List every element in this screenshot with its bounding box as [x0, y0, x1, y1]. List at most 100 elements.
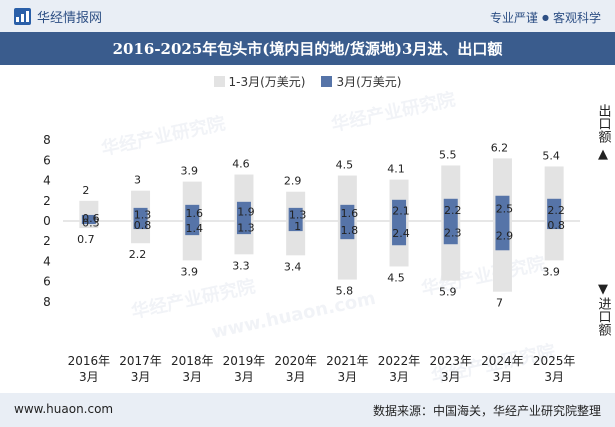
x-tick-label: 3月	[234, 370, 254, 384]
x-tick-label: 2017年	[119, 354, 162, 368]
data-label-export-monthly: 2.1	[392, 204, 410, 217]
y-tick-label: 6	[43, 275, 51, 289]
data-label-import-cumulative: 3.3	[232, 259, 250, 272]
brand[interactable]: 华经情报网	[14, 7, 102, 26]
legend-label-monthly: 3月(万美元)	[336, 75, 402, 89]
bar-monthly	[133, 207, 148, 230]
data-label-import-cumulative: 3.9	[542, 265, 560, 278]
top-bar: 华经情报网 专业严谨 ● 客观科学	[0, 0, 615, 32]
data-label-import-cumulative: 4.5	[387, 271, 405, 284]
y-tick-label: 4	[43, 254, 51, 268]
data-label-export-monthly: 0.6	[82, 212, 100, 225]
data-label-export-cumulative: 2.9	[284, 175, 302, 188]
x-tick-label: 3月	[79, 370, 99, 384]
y-tick-label: 8	[43, 133, 51, 147]
x-tick-label: 3月	[131, 370, 151, 384]
legend-item-cumulative[interactable]: 1-3月(万美元)	[213, 73, 306, 90]
x-tick-label: 2024年	[481, 354, 524, 368]
data-label-import-cumulative: 3.4	[284, 260, 302, 273]
legend-swatch-cumulative	[213, 76, 225, 87]
x-tick-label: 2021年	[326, 354, 369, 368]
y-tick-label: 2	[43, 194, 51, 208]
import-label-text: 进口额	[595, 297, 611, 336]
x-tick-label: 2023年	[429, 354, 472, 368]
export-side-label: 出口额 ▲	[595, 104, 611, 162]
tagline-right: 客观科学	[552, 11, 601, 25]
data-label-export-cumulative: 4.6	[232, 158, 250, 171]
bar-monthly	[236, 201, 251, 235]
x-tick-label: 3月	[338, 370, 358, 384]
data-label-import-monthly: 2.4	[392, 227, 410, 240]
bar-monthly	[495, 195, 510, 251]
y-tick-label: 2	[43, 234, 51, 248]
data-label-export-monthly: 2.2	[547, 204, 565, 217]
tagline: 专业严谨 ● 客观科学	[490, 9, 601, 26]
data-label-import-cumulative: 5.8	[336, 285, 354, 298]
title-bar: 2016-2025年包头市(境内目的地/货源地)3月进、出口额	[0, 32, 615, 65]
data-label-import-monthly: 0.8	[134, 219, 152, 232]
data-label-import-monthly: 1	[294, 220, 301, 233]
y-tick-label: 0	[43, 214, 51, 228]
brand-name: 华经情报网	[37, 11, 103, 26]
bar-monthly	[288, 207, 303, 232]
x-tick-label: 2018年	[171, 354, 214, 368]
bar-monthly	[185, 204, 200, 236]
data-label-export-monthly: 1.9	[237, 205, 255, 218]
footer-bar	[0, 393, 615, 427]
data-label-export-cumulative: 6.2	[491, 141, 509, 154]
legend-item-monthly[interactable]: 3月(万美元)	[321, 73, 401, 90]
legend-label-cumulative: 1-3月(万美元)	[228, 75, 306, 89]
x-tick-label: 2020年	[274, 354, 317, 368]
data-label-export-cumulative: 4.5	[336, 159, 354, 172]
bar-monthly	[547, 198, 562, 230]
x-tick-label: 2025年	[533, 354, 576, 368]
bar-monthly	[443, 198, 458, 245]
x-tick-label: 2019年	[223, 354, 266, 368]
data-label-export-monthly: 1.3	[134, 208, 152, 221]
x-tick-label: 3月	[544, 370, 564, 384]
export-label-text: 出口额	[595, 104, 611, 143]
data-label-import-cumulative: 2.2	[129, 248, 147, 261]
data-label-import-cumulative: 0.7	[77, 233, 95, 246]
chart-legend: 1-3月(万美元) 3月(万美元)	[0, 73, 615, 90]
y-tick-label: 6	[43, 153, 51, 167]
x-tick-label: 3月	[182, 370, 202, 384]
bar-monthly	[340, 204, 355, 240]
footer-website[interactable]: www.huaon.com	[14, 402, 114, 416]
data-label-export-cumulative: 5.4	[542, 149, 560, 162]
chart-title: 2016-2025年包头市(境内目的地/货源地)3月进、出口额	[112, 40, 503, 58]
bar-monthly	[81, 214, 96, 225]
data-label-import-monthly: 1.4	[186, 222, 204, 235]
up-triangle-icon: ▲	[598, 147, 608, 162]
y-tick-label: 8	[43, 295, 51, 309]
x-tick-label: 3月	[286, 370, 306, 384]
data-label-export-monthly: 2.5	[496, 202, 514, 215]
data-label-export-cumulative: 3.9	[181, 165, 199, 178]
data-label-export-cumulative: 3	[134, 174, 141, 187]
data-label-import-monthly: 2.3	[444, 227, 462, 240]
data-label-export-cumulative: 2	[82, 184, 89, 197]
bar-monthly	[392, 199, 407, 246]
data-label-export-cumulative: 4.1	[387, 163, 405, 176]
data-label-export-monthly: 1.3	[289, 208, 307, 221]
data-label-import-cumulative: 7	[496, 297, 503, 310]
dot-icon: ●	[542, 13, 549, 22]
data-label-import-monthly: 0.3	[82, 217, 100, 230]
tagline-left: 专业严谨	[489, 11, 538, 25]
data-label-import-monthly: 2.9	[496, 230, 514, 243]
footer-source: 数据来源：中国海关，华经产业研究院整理	[372, 404, 601, 418]
brand-logo-icon	[14, 8, 31, 25]
data-label-export-cumulative: 5.5	[439, 148, 457, 161]
x-tick-label: 3月	[493, 370, 513, 384]
down-triangle-icon: ▼	[598, 282, 608, 297]
data-label-export-monthly: 1.6	[341, 207, 359, 220]
import-side-label: ▼ 进口额	[595, 282, 611, 340]
data-label-export-monthly: 2.2	[444, 204, 462, 217]
x-tick-label: 2016年	[68, 354, 111, 368]
data-label-import-monthly: 0.8	[547, 219, 565, 232]
x-tick-label: 3月	[441, 370, 461, 384]
x-tick-label: 3月	[389, 370, 409, 384]
x-tick-label: 2022年	[378, 354, 421, 368]
data-label-import-monthly: 1.8	[341, 224, 359, 237]
